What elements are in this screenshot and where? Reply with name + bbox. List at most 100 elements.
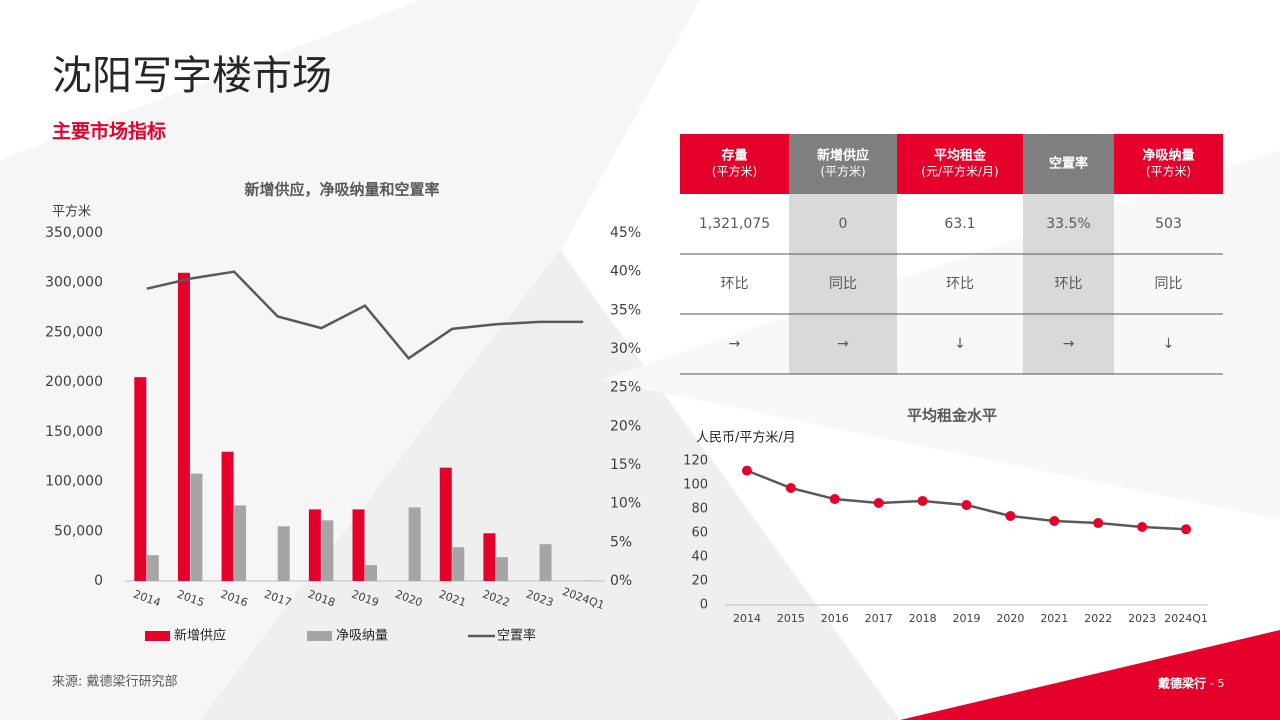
y-tick-label: 60: [691, 526, 708, 541]
brand: 戴德梁行: [1158, 676, 1206, 691]
table-header-cell: [897, 134, 1023, 194]
bar: [190, 473, 203, 581]
table-column-shade: [789, 194, 897, 374]
table-cell: 0: [839, 216, 848, 232]
table-cell: 环比: [721, 276, 749, 292]
legend-label: 净吸纳量: [336, 629, 388, 644]
y2-tick-label: 25%: [610, 380, 641, 396]
y-tick-label: 40: [691, 550, 708, 565]
bar: [277, 526, 290, 581]
x-tick-label: 2024Q1: [1164, 612, 1208, 625]
table-cell: →: [729, 336, 741, 352]
y-tick-label: 120: [683, 454, 708, 469]
y2-tick-label: 45%: [610, 225, 641, 241]
bar: [483, 533, 496, 581]
y-tick-label: 100,000: [45, 474, 103, 490]
table-header-cell: [1114, 134, 1223, 194]
table-cell: →: [1063, 336, 1075, 352]
point: [829, 494, 840, 505]
bar: [352, 509, 365, 581]
table-header-unit: (平方米): [1146, 164, 1191, 179]
x-tick-label: 2021: [1040, 612, 1068, 625]
point: [741, 465, 752, 476]
bar: [321, 520, 334, 581]
point: [961, 500, 972, 511]
bar: [408, 507, 421, 581]
page-subtitle: 主要市场指标: [52, 120, 166, 143]
table-cell: 1,321,075: [699, 216, 770, 232]
y-tick-label: 0: [700, 598, 708, 613]
y-axis-label: 平方米: [52, 204, 91, 220]
page-title: 沈阳写字楼市场: [52, 53, 332, 99]
y-tick-label: 200,000: [45, 374, 103, 390]
bar: [146, 555, 159, 581]
x-tick-label: 2017: [865, 612, 893, 625]
table-header-unit: (平方米): [820, 164, 865, 179]
point: [1093, 518, 1104, 529]
y2-tick-label: 5%: [610, 534, 632, 550]
y2-tick-label: 20%: [610, 418, 641, 434]
legend-label: 新增供应: [174, 628, 226, 644]
y-tick-label: 250,000: [45, 324, 103, 340]
x-tick-label: 2016: [821, 612, 849, 625]
y-tick-label: 150,000: [45, 424, 103, 440]
table-cell: 503: [1155, 216, 1182, 232]
point: [1181, 524, 1192, 535]
point: [917, 495, 928, 506]
table-header-unit: (平方米): [712, 164, 757, 179]
bar: [439, 467, 452, 581]
point: [1005, 510, 1016, 521]
bg-shape: [200, 250, 900, 720]
bar: [539, 544, 552, 581]
table-cell: 63.1: [944, 216, 975, 232]
table-cell: ↓: [1163, 336, 1175, 352]
page-number: - 5: [1210, 677, 1224, 690]
point: [1137, 522, 1148, 532]
bar: [583, 580, 596, 581]
y2-tick-label: 15%: [610, 457, 641, 473]
point: [1049, 516, 1060, 526]
table-header-title: 存量: [721, 148, 747, 164]
bar: [221, 451, 234, 581]
bar: [452, 547, 465, 581]
y-tick-label: 0: [94, 573, 103, 589]
table-cell: 环比: [1055, 276, 1083, 292]
y2-tick-label: 35%: [610, 302, 641, 318]
table-cell: ↓: [954, 336, 966, 352]
point: [873, 498, 884, 508]
y-tick-label: 80: [691, 502, 708, 517]
bar: [134, 377, 147, 581]
y-axis-label: 人民币/平方米/月: [696, 430, 796, 446]
legend-label: 空置率: [497, 628, 536, 644]
table-cell: 33.5%: [1046, 216, 1090, 232]
line: [146, 270, 584, 360]
point: [785, 483, 796, 493]
table-header-cell: [1023, 134, 1114, 194]
y-tick-label: 100: [683, 478, 708, 493]
table-column-shade: [1023, 194, 1114, 374]
x-tick-label: 2023: [1128, 612, 1156, 625]
corner-triangle: [900, 630, 1280, 720]
bar: [365, 565, 377, 581]
y-tick-label: 350,000: [45, 225, 103, 241]
y-tick-label: 50,000: [54, 523, 103, 539]
bg-shape: [0, 0, 700, 720]
y-tick-label: 300,000: [45, 275, 103, 291]
x-tick-label: 2018: [909, 612, 937, 625]
y2-tick-label: 0%: [610, 573, 632, 589]
bar: [495, 557, 508, 581]
x-tick-label: 2020: [996, 612, 1024, 625]
table-header-cell: [789, 134, 897, 194]
table-header-cell: [680, 134, 789, 194]
x-tick-label: 2014: [733, 612, 761, 625]
y2-tick-label: 30%: [610, 341, 641, 357]
bar: [234, 505, 247, 581]
y-tick-label: 20: [691, 574, 708, 589]
table-cell: 环比: [946, 276, 974, 292]
x-tick-label: 2019: [953, 612, 981, 625]
y2-tick-label: 40%: [610, 264, 641, 280]
table-cell: 同比: [829, 276, 857, 292]
chart-title: 平均租金水平: [907, 407, 997, 425]
table-header-title: 平均租金: [934, 148, 987, 164]
